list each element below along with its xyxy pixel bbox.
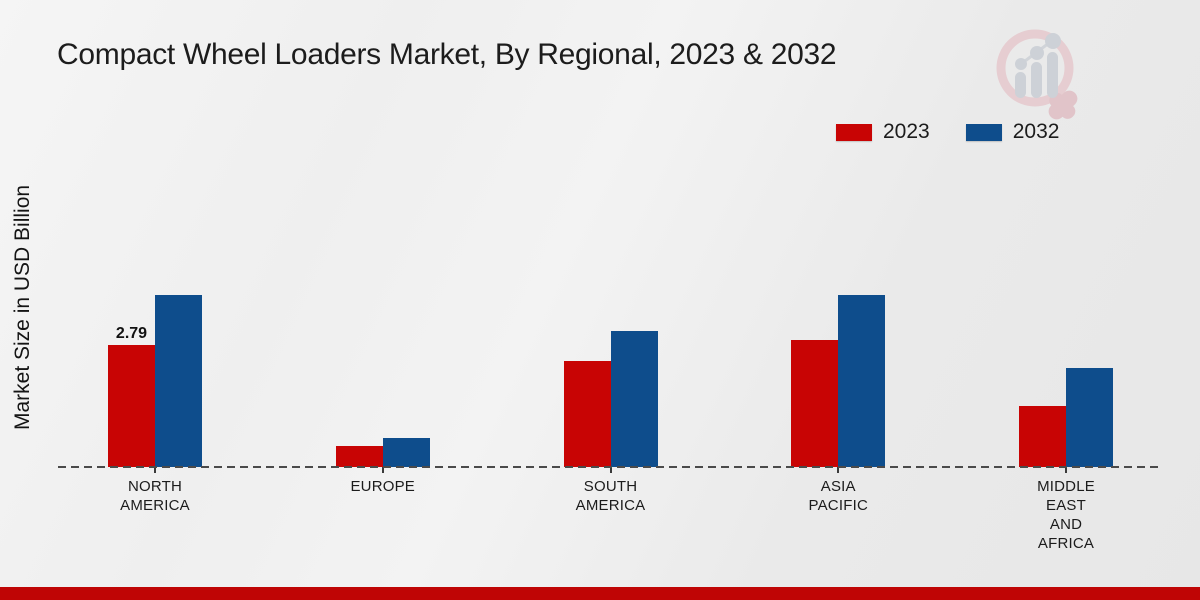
market-research-magnifier-logo [996, 29, 1078, 120]
logo-dot-icon [1015, 58, 1027, 70]
x-axis-label-north-america: NORTH AMERICA [120, 478, 190, 514]
x-axis-label-europe: EUROPE [350, 478, 416, 495]
legend-swatch-2032 [965, 123, 1002, 141]
magnifier-ring-icon [996, 29, 1074, 107]
bar-south-america-2032 [610, 330, 658, 467]
logo-dot-icon [1045, 33, 1061, 49]
legend-swatch-2023 [836, 123, 872, 141]
bar-south-america-2023 [563, 361, 611, 467]
legend: 2023 2032 [836, 120, 1059, 144]
x-axis-tick-europe [381, 467, 384, 473]
bar-asia-pacific-2032 [838, 294, 886, 467]
x-axis-tick-south-america [609, 467, 612, 473]
footer-red-bar [0, 587, 1200, 600]
bar-europe-2032 [382, 437, 430, 467]
bar-europe-2023 [335, 445, 383, 467]
magnifier-handle-icon [1049, 92, 1076, 119]
x-axis-label-middle-east-and-africa: MIDDLE EAST AND AFRICA [1037, 478, 1095, 552]
logo-bar-small-icon [1015, 72, 1026, 98]
legend-label-2023: 2023 [883, 120, 930, 143]
logo-bar-mid-icon [1031, 62, 1042, 98]
bar-north-america-2032 [155, 295, 202, 467]
legend-label-2032: 2032 [1012, 120, 1060, 143]
bar-north-america-2023 [108, 345, 155, 467]
x-axis-baseline [58, 466, 1160, 468]
x-axis-tick-asia-pacific [837, 467, 840, 473]
legend-item-2032: 2032 [965, 120, 1060, 144]
x-axis-label-asia-pacific: ASIA PACIFIC [808, 478, 868, 514]
bar-asia-pacific-2023 [791, 340, 839, 467]
bar-middle-east-and-africa-2032 [1066, 367, 1113, 467]
x-axis-label-south-america: SOUTH AMERICA [575, 478, 646, 514]
data-label-north-america-2023: 2.79 [115, 325, 148, 342]
logo-dot-icon [1030, 46, 1044, 60]
legend-item-2023: 2023 [836, 120, 930, 144]
x-axis-tick-north-america [154, 467, 156, 473]
logo-bar-tall-icon [1047, 52, 1058, 98]
chart-title: Compact Wheel Loaders Market, By Regiona… [57, 38, 837, 71]
x-axis-tick-middle-east-and-africa [1065, 467, 1067, 473]
bar-middle-east-and-africa-2023 [1019, 405, 1066, 467]
